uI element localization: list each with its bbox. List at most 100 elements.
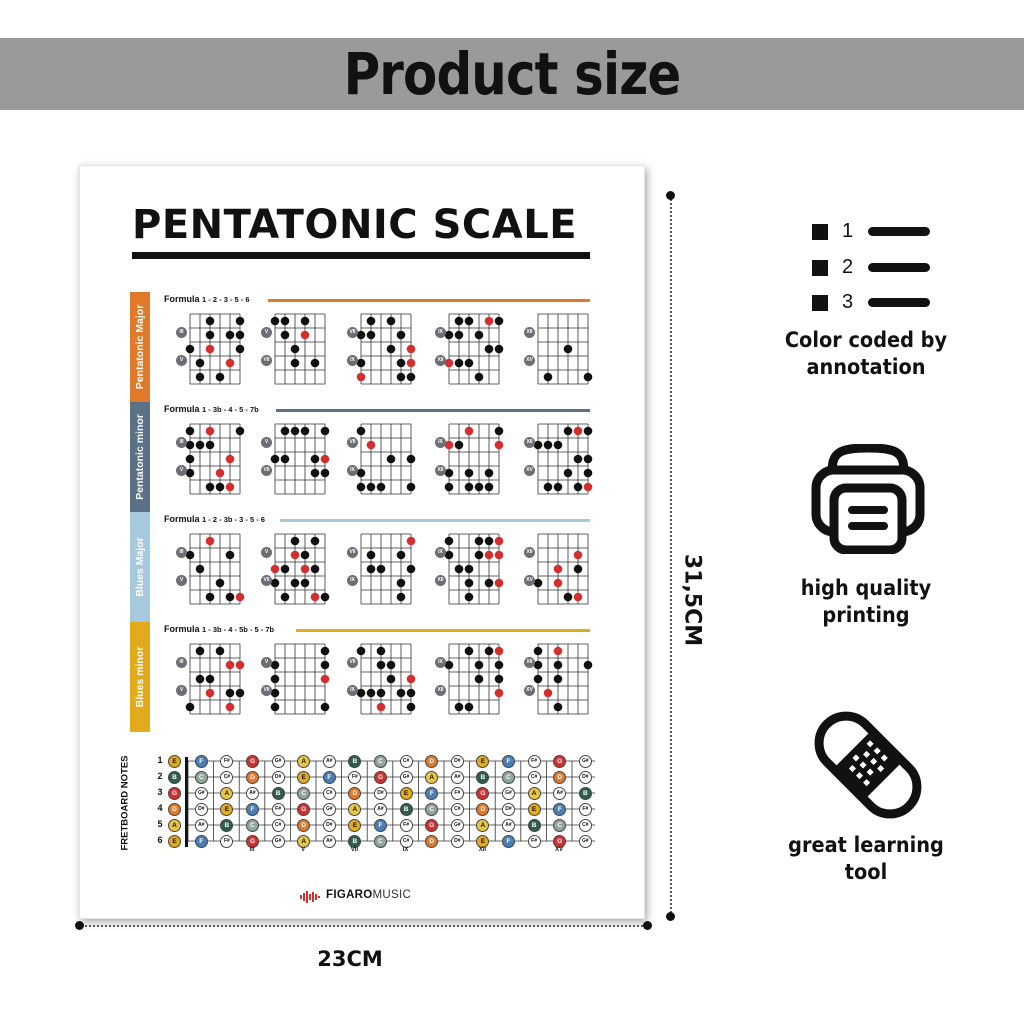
dimension-dot [666, 912, 675, 921]
legend-caption-line: Color coded by [784, 328, 948, 352]
position-badge: IX [435, 657, 446, 668]
fret-note: A# [246, 787, 259, 800]
position-badge: VII [261, 465, 272, 476]
fret-note: G [246, 835, 259, 848]
formula-prefix: Formula [164, 404, 200, 414]
height-dimension-line [670, 196, 672, 916]
position-badge: V [261, 437, 272, 448]
fret-note: C [374, 835, 387, 848]
fret-note: D [297, 819, 311, 832]
legend-number: 2 [842, 256, 854, 278]
position-badge: V [176, 355, 187, 366]
scale-diagram: XII XV [524, 310, 593, 392]
fret-note: F# [348, 771, 362, 784]
legend-number: 1 [842, 220, 854, 242]
fret-grid [533, 643, 593, 715]
brand-logo: FIGAROMUSIC [80, 888, 644, 904]
open-note: E [168, 835, 181, 848]
fret-note: F [374, 819, 387, 832]
scale-diagram: IX XII [435, 420, 504, 502]
square-icon [812, 295, 828, 311]
fret-note: D [425, 755, 439, 768]
feature-line: great learning [788, 833, 944, 857]
position-badge: V [261, 657, 272, 668]
fret-note: F [246, 803, 259, 816]
fret-note: E [476, 835, 490, 848]
scale-diagram: IX XII [435, 640, 504, 722]
position-badge: IX [435, 327, 446, 338]
position-badge: VII [347, 657, 358, 668]
feature-printing-text: high quality printing [765, 575, 967, 629]
fret-note: G# [194, 787, 208, 800]
position-badge: VII [261, 575, 272, 586]
position-badge: IX [347, 685, 358, 696]
fret-note: F# [527, 835, 541, 848]
scale-diagram: V VII [261, 420, 330, 502]
position-badge: IX [347, 575, 358, 586]
fret-note: C# [220, 771, 234, 784]
fretboard-nut [185, 757, 188, 847]
fret-note: D# [374, 787, 387, 800]
formula-text: Formula 1 - 3b - 4 - 5b - 5 - 7b [164, 624, 274, 634]
dimension-dot [643, 921, 652, 930]
position-badge: XII [524, 327, 535, 338]
fret-note: G# [271, 835, 285, 848]
position-badge: V [261, 547, 272, 558]
scale-section: Blues minor Formula 1 - 3b - 4 - 5b - 5 -… [130, 622, 595, 732]
fret-note: C# [322, 787, 336, 800]
position-badge: VII [347, 437, 358, 448]
scale-diagram: XII XV [524, 420, 593, 502]
scale-diagram: VII IX [347, 310, 416, 392]
fret-grid [185, 533, 245, 605]
fret-grid [444, 423, 504, 495]
brand-name: FIGAROMUSIC [326, 889, 411, 901]
fret-note: F [553, 803, 567, 816]
string-number: 1 [157, 755, 163, 765]
fret-grid [444, 533, 504, 605]
formula-prefix: Formula [164, 514, 200, 524]
fret-note: E [476, 755, 490, 768]
fret-grid [444, 313, 504, 385]
line-icon [868, 298, 930, 307]
line-icon [868, 227, 930, 236]
fret-note: F [194, 835, 208, 848]
width-label: 23CM [317, 947, 383, 971]
section-label-bar: Blues minor [130, 622, 150, 732]
fret-note: F# [220, 835, 234, 848]
fret-note: A [425, 771, 439, 784]
formula-line [280, 519, 590, 522]
line-icon [868, 263, 930, 272]
fret-note: D# [450, 835, 464, 848]
soundwave-icon [300, 891, 320, 903]
legend-item: 2 [812, 256, 932, 278]
section-label: Pentatonic minor [134, 414, 146, 500]
fret-note: F [502, 755, 515, 768]
string-number: 4 [157, 803, 163, 813]
fret-note: F [194, 755, 208, 768]
formula-intervals: 1 - 3b - 4 - 5b - 5 - 7b [202, 625, 275, 634]
fret-note: D [476, 803, 490, 816]
fret-note: B [578, 787, 592, 800]
scale-diagram: VII IX [347, 640, 416, 722]
header-banner [0, 38, 1024, 110]
position-badge: XII [435, 685, 446, 696]
fret-marker: IX [402, 847, 409, 853]
fret-note: F [322, 771, 336, 784]
fret-note: A [297, 835, 311, 848]
width-dimension-line [80, 925, 647, 927]
scale-diagram: IX XII [435, 530, 504, 612]
fret-note: D# [578, 771, 592, 784]
brand-name-rest: MUSIC [372, 889, 412, 901]
section-label-bar: Pentatonic minor [130, 402, 150, 512]
fret-grid [537, 313, 593, 385]
fret-grid [533, 423, 593, 495]
fret-grid [270, 313, 326, 385]
height-label: 31,5CM [679, 553, 705, 647]
printer-icon [811, 444, 925, 554]
formula-intervals: 1 - 2 - 3 - 5 - 6 [202, 295, 250, 304]
fret-marker: III [249, 847, 255, 853]
fret-grid [356, 313, 416, 385]
fret-note: A# [194, 819, 208, 832]
fret-note: G [476, 787, 490, 800]
brand-name-bold: FIGARO [326, 889, 373, 901]
